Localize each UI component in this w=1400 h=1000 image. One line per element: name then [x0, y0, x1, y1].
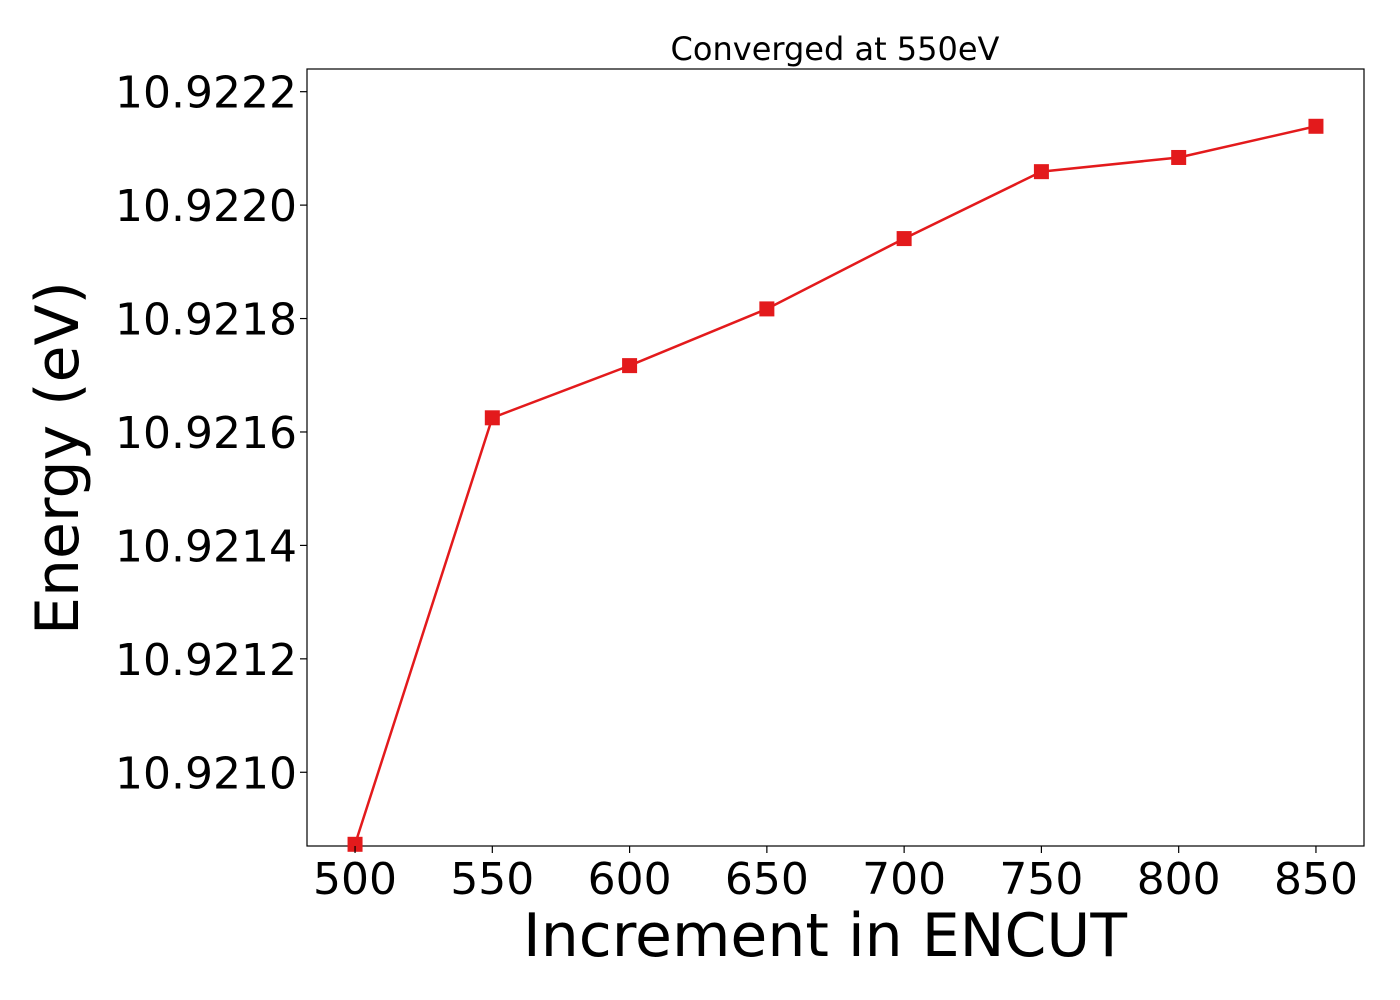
y-tick-label: 10.9218	[115, 295, 297, 346]
x-tick-label: 650	[725, 854, 809, 905]
y-tick-label: 10.9212	[115, 635, 297, 686]
x-tick-label: 500	[313, 854, 397, 905]
y-axis: 10.9210 10.9212 10.9214 10.9216 10.9218 10.92…	[115, 68, 307, 799]
x-axis-title: Increment in ENCUT	[523, 901, 1127, 971]
y-tick-label: 10.9210	[115, 748, 297, 799]
x-axis: 500 550 600 650 700 750 800 850	[313, 846, 1358, 905]
x-tick-label: 550	[450, 854, 534, 905]
y-tick-label: 10.9216	[115, 408, 297, 459]
x-tick-label: 850	[1274, 854, 1358, 905]
x-tick-label: 700	[862, 854, 946, 905]
series-line	[353, 125, 1317, 845]
x-tick-label: 750	[999, 854, 1083, 905]
y-axis-title: Energy (eV)	[23, 281, 93, 635]
data-point	[622, 358, 638, 374]
data-point	[759, 301, 775, 317]
x-tick-label: 800	[1137, 854, 1221, 905]
plot-area	[306, 68, 1365, 852]
plot-frame	[306, 68, 1365, 847]
y-tick-label: 10.9222	[115, 68, 297, 119]
data-point	[1308, 118, 1324, 134]
y-tick-label: 10.9220	[115, 181, 297, 232]
data-point	[1033, 164, 1049, 180]
x-tick-label: 600	[588, 854, 672, 905]
y-tick-label: 10.9214	[115, 521, 297, 572]
data-point	[484, 410, 500, 426]
data-point	[1171, 149, 1187, 165]
chart-title: Converged at 550eV	[671, 30, 1000, 68]
data-point	[896, 231, 912, 247]
